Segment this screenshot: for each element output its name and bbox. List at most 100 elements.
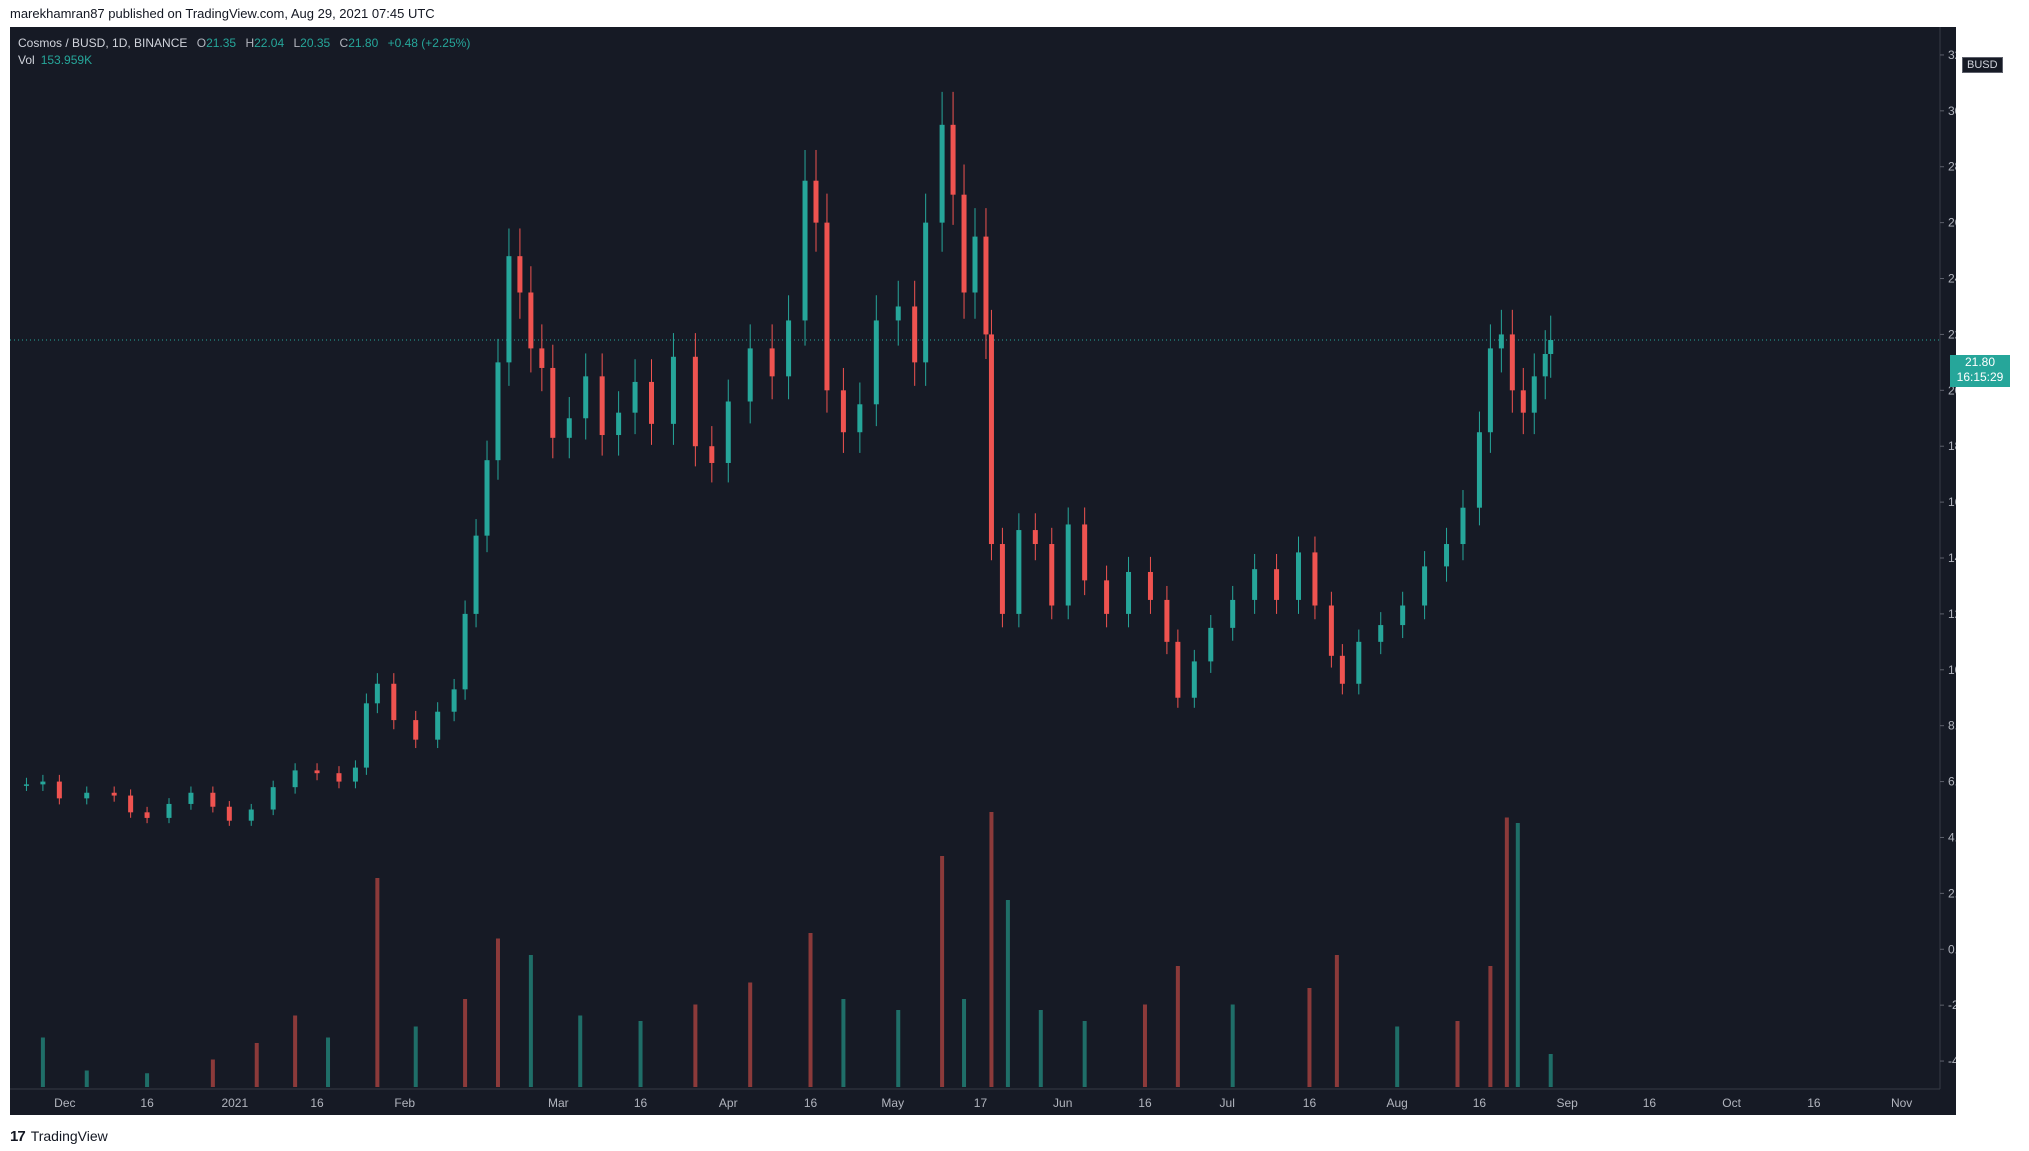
candle-body	[923, 222, 929, 363]
footer-brand[interactable]: 17 TradingView	[10, 1124, 108, 1148]
close-value: 21.80	[348, 36, 379, 50]
candle-body	[1175, 641, 1181, 698]
candle-body	[84, 792, 90, 799]
candle-body	[786, 320, 792, 377]
candle-body	[188, 792, 194, 804]
y-tick-label: 22.00	[1948, 327, 1956, 341]
x-tick-label: 16	[1643, 1096, 1657, 1110]
high-value: 22.04	[254, 36, 285, 50]
candle-body	[1548, 340, 1554, 354]
y-tick-label: -2.00	[1948, 998, 1956, 1012]
candle-body	[840, 390, 846, 433]
y-tick-label: 16.00	[1948, 495, 1956, 509]
volume-bar	[40, 1037, 45, 1087]
candle-body	[528, 292, 534, 349]
volume-bar	[989, 812, 994, 1087]
tradingview-logo-icon: 17	[10, 1127, 26, 1145]
candle-body	[144, 812, 150, 818]
candle-body	[1049, 544, 1055, 606]
candle-body	[1339, 655, 1345, 684]
y-tick-label: 10.00	[1948, 663, 1956, 677]
candle-body	[495, 362, 501, 461]
candle-body	[391, 683, 397, 721]
y-tick-label: 2.00	[1948, 886, 1956, 900]
price-chart[interactable]: 32.00 30.00 28.00 26.00 24.00 22.00 20.00 18.00…	[10, 27, 1956, 1115]
volume-label[interactable]: Vol	[18, 53, 35, 67]
volume-bar	[495, 938, 500, 1087]
volume-bar	[1488, 966, 1493, 1087]
candle-body	[451, 689, 457, 712]
candle-body	[824, 222, 830, 391]
volume-bar	[528, 955, 533, 1087]
volume-bar	[145, 1073, 150, 1087]
candle-body	[1104, 580, 1110, 614]
volume-bar	[1515, 823, 1520, 1087]
x-tick-label: 16	[140, 1096, 154, 1110]
candle-body	[1498, 334, 1504, 349]
candle-body	[802, 180, 808, 321]
chart-pane[interactable]: 32.00 30.00 28.00 26.00 24.00 22.00 20.00 18.00…	[10, 27, 2010, 1115]
candle-body	[709, 446, 715, 463]
candle-body	[583, 376, 589, 419]
volume-bar	[84, 1070, 89, 1087]
volume-bar	[1548, 1054, 1553, 1087]
candle-body	[363, 703, 369, 768]
volume-bar	[638, 1021, 643, 1087]
volume-bar	[896, 1010, 901, 1087]
volume-bar	[210, 1059, 215, 1087]
footer-brand-label: TradingView	[30, 1128, 108, 1144]
change-value: +0.48 (+2.25%)	[387, 36, 471, 50]
x-tick-label: 16	[1138, 1096, 1152, 1110]
candle-body	[40, 781, 46, 785]
candle-body	[292, 770, 298, 788]
y-tick-label: -4.00	[1948, 1054, 1956, 1068]
candle-body	[1252, 569, 1258, 600]
volume-bar	[1504, 817, 1509, 1087]
candle-body	[517, 256, 523, 293]
candle-body	[1147, 571, 1153, 600]
y-tick-label: 18.00	[1948, 439, 1956, 453]
last-price-tag: 21.80 16:15:29	[1950, 355, 2010, 387]
close-label: C	[339, 36, 349, 50]
volume-bar	[254, 1043, 259, 1087]
volume-bar	[375, 878, 380, 1087]
candle-body	[435, 711, 441, 740]
x-tick-label: Dec	[54, 1096, 75, 1110]
y-tick-label: 24.00	[1948, 272, 1956, 286]
candle-body	[1082, 524, 1088, 581]
candle-body	[248, 809, 254, 821]
volume-row: Vol 153.959K	[18, 52, 470, 69]
candle-body	[895, 306, 901, 321]
candle-body	[961, 194, 967, 293]
x-tick-label: Jun	[1053, 1096, 1072, 1110]
candle-body	[1032, 530, 1038, 545]
candle-body	[1542, 353, 1548, 377]
candle-body	[939, 124, 945, 223]
countdown-timer: 16:15:29	[1956, 370, 2004, 384]
currency-label[interactable]: BUSD	[1962, 57, 2003, 73]
x-tick-label: Jul	[1220, 1096, 1235, 1110]
open-label: O	[196, 36, 207, 50]
candle-body	[226, 806, 232, 821]
x-tick-label: Aug	[1387, 1096, 1408, 1110]
candle-body	[128, 795, 134, 813]
candle-body	[912, 306, 918, 363]
candle-body	[813, 180, 819, 223]
candle-body	[413, 720, 419, 740]
candle-body	[1164, 599, 1170, 642]
x-tick-label: Apr	[719, 1096, 738, 1110]
symbol-label[interactable]: Cosmos / BUSD, 1D, BINANCE	[18, 36, 188, 50]
volume-bar	[1175, 966, 1180, 1087]
volume-bar	[1307, 988, 1312, 1087]
x-tick-label: 16	[1807, 1096, 1821, 1110]
volume-value: 153.959K	[40, 53, 93, 67]
volume-bar	[1334, 955, 1339, 1087]
candle-body	[23, 784, 29, 786]
x-tick-label: May	[881, 1096, 904, 1110]
candle-body	[1191, 661, 1197, 698]
candle-body	[747, 348, 753, 402]
candle-body	[1016, 530, 1022, 614]
candle-body	[1328, 605, 1334, 656]
volume-bar	[578, 1015, 583, 1087]
candle-body	[111, 792, 117, 796]
